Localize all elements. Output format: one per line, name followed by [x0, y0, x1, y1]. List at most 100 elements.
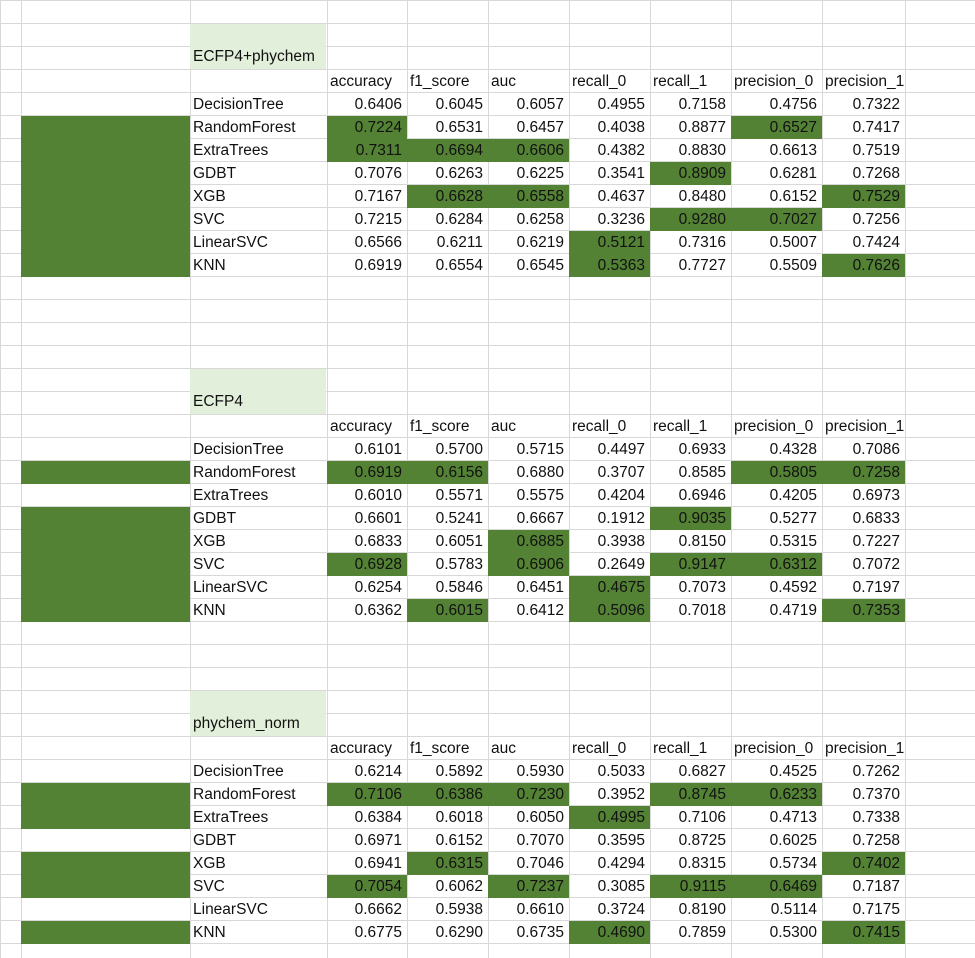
metric-value-cell[interactable]: 0.3236: [597, 211, 645, 228]
metric-value-cell[interactable]: 0.7158: [678, 96, 726, 113]
model-name-cell[interactable]: GDBT: [193, 832, 237, 849]
metric-value-cell[interactable]: 0.5734: [769, 855, 817, 872]
metric-value-cell[interactable]: 0.7215: [354, 211, 402, 228]
metric-value-cell[interactable]: 0.7311: [327, 139, 407, 162]
metric-value-cell[interactable]: 0.6667: [516, 510, 564, 527]
metric-value-cell[interactable]: 0.6833: [852, 510, 900, 527]
metric-value-cell[interactable]: 0.7258: [852, 832, 900, 849]
metric-value-cell[interactable]: 0.5300: [769, 924, 817, 941]
metric-value-cell[interactable]: 0.6662: [354, 901, 402, 918]
metric-value-cell[interactable]: 0.6025: [769, 832, 817, 849]
metric-value-cell[interactable]: 0.7338: [852, 809, 900, 826]
column-header-recall-1[interactable]: recall_1: [653, 418, 708, 435]
metric-value-cell[interactable]: 0.4675: [569, 576, 650, 599]
metric-value-cell[interactable]: 0.7046: [516, 855, 564, 872]
metric-value-cell[interactable]: 0.4497: [597, 441, 645, 458]
metric-value-cell[interactable]: 0.6928: [327, 553, 407, 576]
column-header-precision-0[interactable]: precision_0: [734, 73, 814, 90]
model-name-cell[interactable]: LinearSVC: [193, 579, 268, 596]
metric-value-cell[interactable]: 0.6214: [354, 763, 402, 780]
metric-value-cell[interactable]: 0.6469: [731, 875, 822, 898]
model-name-cell[interactable]: RandomForest: [193, 464, 296, 481]
model-name-cell[interactable]: SVC: [193, 878, 225, 895]
metric-value-cell[interactable]: 0.7727: [678, 257, 726, 274]
metric-value-cell[interactable]: 0.7106: [678, 809, 726, 826]
metric-value-cell[interactable]: 0.6152: [769, 188, 817, 205]
metric-value-cell[interactable]: 0.6225: [516, 165, 564, 182]
metric-value-cell[interactable]: 0.7224: [327, 116, 407, 139]
metric-value-cell[interactable]: 0.6457: [516, 119, 564, 136]
metric-value-cell[interactable]: 0.8150: [678, 533, 726, 550]
model-name-cell[interactable]: RandomForest: [193, 119, 296, 136]
model-name-cell[interactable]: XGB: [193, 188, 226, 205]
metric-value-cell[interactable]: 0.8315: [678, 855, 726, 872]
metric-value-cell[interactable]: 0.8877: [678, 119, 726, 136]
metric-value-cell[interactable]: 0.6613: [769, 142, 817, 159]
metric-value-cell[interactable]: 0.6284: [435, 211, 483, 228]
column-header-precision-0[interactable]: precision_0: [734, 418, 814, 435]
column-header-recall-0[interactable]: recall_0: [572, 740, 627, 757]
model-name-cell[interactable]: ExtraTrees: [193, 487, 269, 504]
metric-value-cell[interactable]: 0.6051: [435, 533, 483, 550]
metric-value-cell[interactable]: 0.4719: [769, 602, 817, 619]
metric-value-cell[interactable]: 0.6412: [516, 602, 564, 619]
metric-value-cell[interactable]: 0.6694: [407, 139, 488, 162]
metric-value-cell[interactable]: 0.6880: [516, 464, 564, 481]
section-title-cell[interactable]: phychem_norm: [190, 691, 326, 736]
metric-value-cell[interactable]: 0.7086: [852, 441, 900, 458]
metric-value-cell[interactable]: 0.4205: [769, 487, 817, 504]
model-name-cell[interactable]: SVC: [193, 556, 225, 573]
metric-value-cell[interactable]: 0.7417: [852, 119, 900, 136]
metric-value-cell[interactable]: 0.6362: [354, 602, 402, 619]
metric-value-cell[interactable]: 0.6606: [488, 139, 569, 162]
metric-value-cell[interactable]: 0.7073: [678, 579, 726, 596]
metric-value-cell[interactable]: 0.4294: [597, 855, 645, 872]
metric-value-cell[interactable]: 0.6735: [516, 924, 564, 941]
metric-value-cell[interactable]: 0.7230: [488, 783, 569, 806]
metric-value-cell[interactable]: 0.5571: [435, 487, 483, 504]
metric-value-cell[interactable]: 0.6101: [354, 441, 402, 458]
metric-value-cell[interactable]: 0.6263: [435, 165, 483, 182]
metric-value-cell[interactable]: 0.8585: [678, 464, 726, 481]
metric-value-cell[interactable]: 0.7070: [516, 832, 564, 849]
metric-value-cell[interactable]: 0.7027: [731, 208, 822, 231]
metric-value-cell[interactable]: 0.8725: [678, 832, 726, 849]
metric-value-cell[interactable]: 0.7227: [852, 533, 900, 550]
metric-value-cell[interactable]: 0.7529: [822, 185, 905, 208]
metric-value-cell[interactable]: 0.3724: [597, 901, 645, 918]
column-header-precision-1[interactable]: precision_1: [825, 73, 905, 90]
metric-value-cell[interactable]: 0.7322: [852, 96, 900, 113]
column-header-f1-score[interactable]: f1_score: [410, 740, 470, 757]
model-name-cell[interactable]: KNN: [193, 602, 226, 619]
metric-value-cell[interactable]: 0.6045: [435, 96, 483, 113]
metric-value-cell[interactable]: 0.6018: [435, 809, 483, 826]
model-name-cell[interactable]: GDBT: [193, 165, 237, 182]
metric-value-cell[interactable]: 0.5096: [569, 599, 650, 622]
metric-value-cell[interactable]: 0.5575: [516, 487, 564, 504]
metric-value-cell[interactable]: 0.5892: [435, 763, 483, 780]
metric-value-cell[interactable]: 0.7519: [852, 142, 900, 159]
metric-value-cell[interactable]: 0.6384: [354, 809, 402, 826]
metric-value-cell[interactable]: 0.4328: [769, 441, 817, 458]
metric-value-cell[interactable]: 0.6062: [435, 878, 483, 895]
metric-value-cell[interactable]: 0.5114: [770, 901, 817, 918]
metric-value-cell[interactable]: 0.6281: [769, 165, 817, 182]
metric-value-cell[interactable]: 0.6566: [354, 234, 402, 251]
column-header-precision-0[interactable]: precision_0: [734, 740, 814, 757]
metric-value-cell[interactable]: 0.5277: [769, 510, 817, 527]
metric-value-cell[interactable]: 0.2649: [597, 556, 645, 573]
metric-value-cell[interactable]: 0.7197: [852, 579, 900, 596]
metric-value-cell[interactable]: 0.5363: [569, 254, 650, 277]
metric-value-cell[interactable]: 0.7167: [354, 188, 402, 205]
metric-value-cell[interactable]: 0.6919: [327, 461, 407, 484]
metric-value-cell[interactable]: 0.6941: [354, 855, 402, 872]
metric-value-cell[interactable]: 0.4592: [769, 579, 817, 596]
metric-value-cell[interactable]: 0.7076: [354, 165, 402, 182]
model-name-cell[interactable]: LinearSVC: [193, 901, 268, 918]
section-title-cell[interactable]: ECFP4: [190, 369, 326, 414]
model-name-cell[interactable]: DecisionTree: [193, 763, 284, 780]
metric-value-cell[interactable]: 0.7262: [852, 763, 900, 780]
metric-value-cell[interactable]: 0.4204: [597, 487, 645, 504]
column-header-precision-1[interactable]: precision_1: [825, 418, 905, 435]
metric-value-cell[interactable]: 0.7256: [852, 211, 900, 228]
